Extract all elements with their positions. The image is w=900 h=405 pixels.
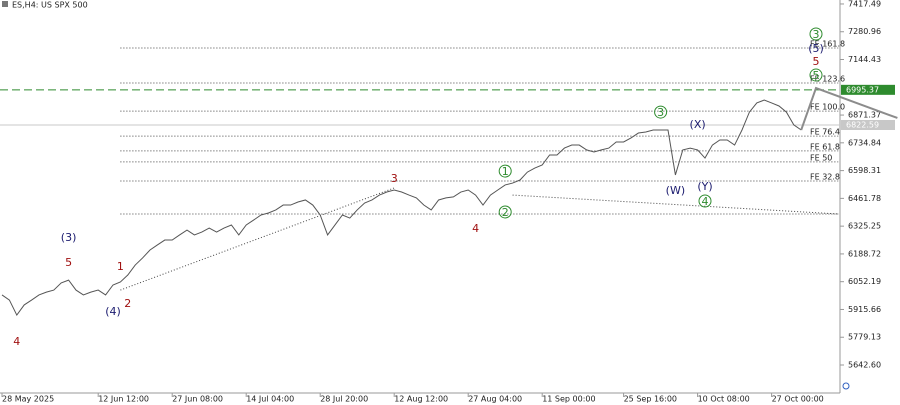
y-tick-label: 6325.25 — [848, 222, 881, 231]
corner-icon — [842, 382, 850, 390]
x-tick-label: 14 Jul 04:00 — [246, 395, 294, 404]
plot-area — [0, 0, 840, 393]
x-tick-label: 27 Oct 00:00 — [772, 395, 824, 404]
fib-label: FE 100.0 — [810, 103, 845, 112]
y-tick-label: 7417.49 — [848, 0, 881, 8]
y-tick-label: 5642.60 — [848, 361, 881, 370]
wave-label: (4) — [105, 305, 121, 318]
y-tick-label: 7280.96 — [848, 27, 881, 36]
fib-label: FE 76.4 — [810, 128, 840, 137]
wave-label: 4 — [13, 335, 20, 348]
wave-label: 3 — [391, 172, 398, 185]
wave-label: 3 — [657, 106, 664, 119]
x-tick-label: 27 Aug 04:00 — [468, 395, 522, 404]
fib-label: FE 50 — [810, 153, 832, 162]
wave-circle — [498, 164, 512, 178]
price-label: 6822.59 — [846, 120, 879, 129]
wave-label: 4 — [702, 195, 709, 208]
x-tick-label: 11 Sep 00:00 — [542, 395, 595, 404]
wave-label: 1 — [117, 260, 124, 273]
y-tick-label: 6871.37 — [848, 111, 881, 120]
x-tick-label: 27 Jun 08:00 — [172, 395, 223, 404]
wave-label: (Y) — [697, 180, 712, 193]
wave-label: 2 — [502, 206, 509, 219]
wave-label: 5 — [65, 256, 72, 269]
price-label: 6995.37 — [846, 85, 879, 94]
y-tick-label: 5779.13 — [848, 333, 881, 342]
wave-circle — [809, 68, 823, 82]
wave-circle — [654, 105, 668, 119]
x-tick-label: 12 Jun 12:00 — [98, 395, 149, 404]
x-tick-label: 25 Sep 16:00 — [624, 395, 677, 404]
y-tick-label: 7144.43 — [848, 55, 881, 64]
fib-label: FE 32.8 — [810, 173, 840, 182]
x-tick-label: 28 Jul 20:00 — [320, 395, 368, 404]
chart-title: ES,H4: US SPX 500 — [12, 1, 88, 10]
x-tick-label: 10 Oct 08:00 — [698, 395, 750, 404]
fib-label: FE 161.8 — [810, 40, 845, 49]
x-tick-label: 12 Aug 12:00 — [394, 395, 448, 404]
y-tick-label: 6461.78 — [848, 194, 881, 203]
y-tick-label: 5915.66 — [848, 305, 881, 314]
symbol-icon — [2, 1, 8, 7]
wave-label: (W) — [666, 184, 685, 197]
wave-circle — [809, 27, 823, 41]
wave-label: 2 — [124, 297, 131, 310]
wave-label: (X) — [690, 118, 706, 131]
y-tick-label: 6734.84 — [848, 138, 881, 147]
wave-label: 5 — [813, 55, 820, 68]
projection-line — [800, 86, 898, 131]
wave-circle — [498, 205, 512, 219]
wave-circle — [698, 194, 712, 208]
trendline — [512, 194, 839, 215]
wave-label: 5 — [813, 69, 820, 82]
price-label-box — [841, 84, 895, 95]
wave-label: (5) — [808, 42, 824, 55]
wave-label: (3) — [61, 231, 77, 244]
wave-label: 4 — [472, 222, 479, 235]
fib-label: FE 61.8 — [810, 142, 840, 151]
y-tick-label: 6052.19 — [848, 277, 881, 286]
wave-label: 3 — [813, 28, 820, 41]
trendline — [120, 187, 395, 291]
wave-label: 1 — [502, 165, 509, 178]
y-tick-label: 6188.72 — [848, 249, 881, 258]
price-label-box — [841, 119, 895, 130]
price-line — [1, 99, 802, 317]
y-tick-label: 6598.31 — [848, 166, 881, 175]
x-tick-label: 28 May 2025 — [2, 395, 54, 404]
fib-label: FE 123.6 — [810, 74, 845, 83]
